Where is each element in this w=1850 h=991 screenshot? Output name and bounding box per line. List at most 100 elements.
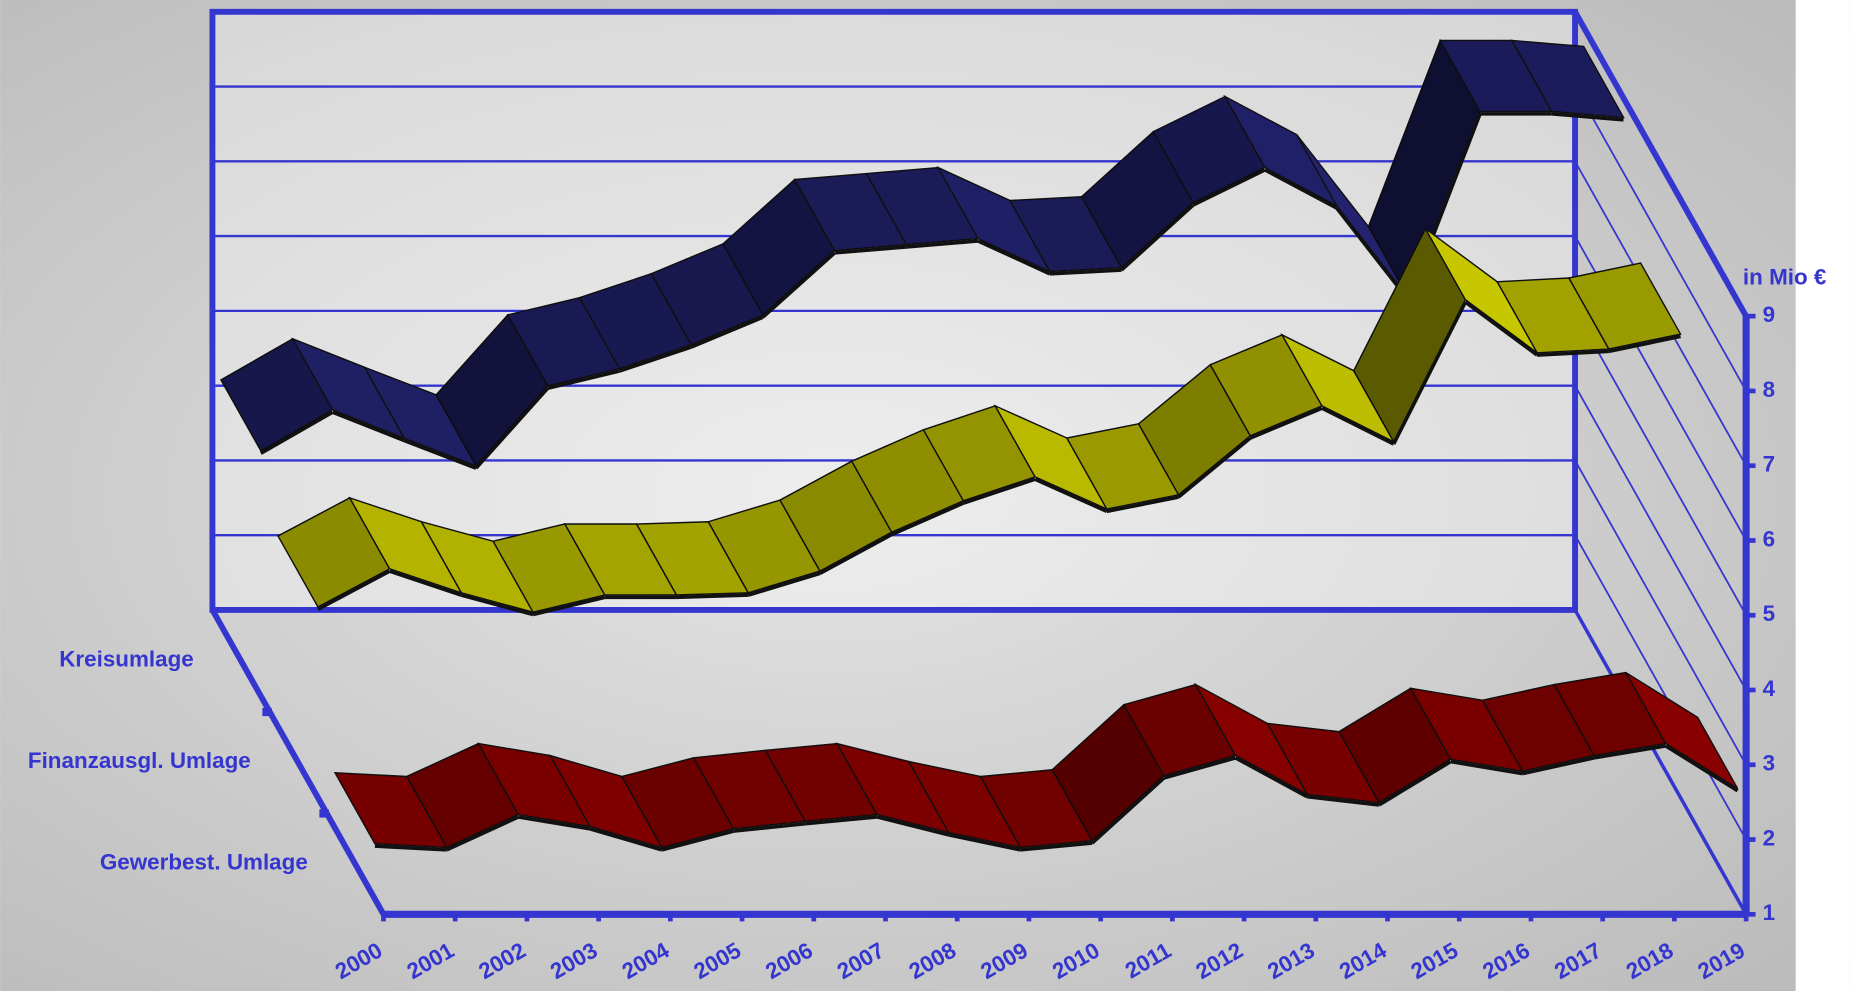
ribbon-edge	[1608, 334, 1681, 354]
ribbon-edge	[331, 410, 405, 443]
ribbon-shade	[1497, 278, 1609, 353]
side-grid-line	[1574, 534, 1747, 840]
ribbon-shade	[722, 179, 835, 315]
ribbon-shade	[277, 497, 390, 607]
ribbon-edge	[1192, 168, 1266, 207]
ribbon-edge	[676, 593, 749, 600]
ribbon-shade	[478, 743, 591, 827]
ribbon-edge	[1551, 112, 1624, 122]
ribbon-edge	[547, 369, 620, 390]
ribbon-shade	[421, 521, 534, 613]
y-tick-label: 4	[1763, 676, 1776, 701]
ribbon-edge	[589, 827, 663, 852]
ribbon-shade	[1511, 40, 1624, 118]
ribbon-shade	[1052, 704, 1164, 841]
ribbon-edge	[890, 501, 965, 537]
ribbon-shade	[1568, 263, 1681, 350]
side-grid-line	[1574, 385, 1747, 691]
y-tick-label: 6	[1763, 526, 1775, 551]
ribbon-shade	[1410, 688, 1523, 772]
ribbon-edge	[948, 833, 1021, 852]
y-axis-label: in Mio €	[1743, 264, 1827, 289]
ribbon-edge	[532, 595, 606, 617]
ribbon-edge	[518, 815, 591, 831]
ribbon-shade	[292, 338, 405, 439]
ribbon-shade	[693, 750, 806, 829]
ribbon-shade	[220, 338, 333, 451]
ribbon-edge	[661, 829, 734, 852]
ribbon-edge	[1234, 756, 1309, 799]
ribbon-shade	[550, 755, 662, 848]
ribbon-shade	[1195, 684, 1308, 795]
ribbon-shade	[579, 273, 692, 369]
ribbon-shade	[1554, 672, 1666, 756]
ribbon-edge	[977, 239, 1051, 276]
ribbon-edge	[1522, 756, 1595, 776]
y-tick-label: 5	[1763, 601, 1775, 626]
ribbon-edge	[618, 345, 692, 373]
ribbon-edge	[747, 571, 821, 597]
ribbon-shade	[1066, 423, 1179, 510]
margin	[1795, 0, 1850, 991]
ribbon-shade	[980, 769, 1093, 848]
ribbon-shade	[1225, 96, 1337, 206]
ribbon-edge	[1307, 795, 1380, 807]
ribbon-shade	[1353, 228, 1466, 442]
ribbon-edge	[834, 245, 907, 255]
ribbon-shade	[335, 772, 447, 848]
ribbon-shade	[780, 461, 892, 572]
ribbon-shade	[1282, 334, 1394, 442]
ribbon-edge	[1537, 349, 1609, 357]
side-grid-line	[1574, 86, 1747, 392]
ribbon-shade	[1138, 364, 1251, 495]
series-label: Gewerbest. Umlage	[100, 850, 308, 875]
ribbon-shade	[995, 405, 1107, 510]
ribbon-segment	[1510, 39, 1625, 119]
series	[277, 227, 1682, 617]
ribbon-shade	[1153, 96, 1265, 203]
ribbon-edge	[374, 844, 447, 852]
ribbon-edge	[1163, 756, 1237, 780]
ribbon-shade	[851, 429, 964, 533]
ribbon-edge	[906, 239, 979, 249]
ribbon-edge	[1593, 744, 1667, 760]
ribbon-edge	[317, 569, 391, 611]
ribbon-shade	[708, 500, 820, 593]
ribbon-edge	[761, 251, 836, 319]
ribbon-edge	[1020, 841, 1093, 852]
ribbon-edge	[1378, 760, 1452, 807]
ribbon-edge	[1034, 477, 1108, 514]
ribbon-edge	[474, 387, 550, 470]
plot	[220, 38, 1739, 852]
ribbon-edge	[445, 815, 520, 852]
ribbon-shade	[364, 367, 477, 466]
series	[220, 38, 1625, 470]
ribbon-shade	[938, 167, 1050, 272]
ribbon-shade	[1339, 688, 1451, 803]
side-grid-line	[1574, 310, 1747, 616]
ribbon-segment	[1625, 671, 1739, 790]
ribbon-edge	[1264, 168, 1338, 210]
y-tick-label: 8	[1763, 377, 1775, 402]
ribbon-edge	[460, 593, 534, 617]
ribbon-edge	[1177, 436, 1252, 499]
y-tick-label: 3	[1763, 751, 1775, 776]
ribbon-edge	[389, 569, 462, 597]
row-tick	[262, 707, 272, 717]
ribbon-shade	[1267, 723, 1379, 803]
ribbon-shade	[636, 521, 749, 596]
ribbon-edge	[260, 410, 334, 455]
ribbon-shade	[436, 314, 548, 466]
series-label: Finanzausgl. Umlage	[28, 748, 251, 773]
ribbon-shade	[837, 743, 949, 833]
y-tick-label: 1	[1763, 900, 1775, 925]
ribbon-edge	[1464, 300, 1539, 357]
ribbon-shade	[908, 761, 1021, 848]
ribbon-edge	[1090, 776, 1166, 845]
ribbon-shade	[651, 243, 763, 345]
ribbon-shade	[564, 523, 677, 596]
ribbon-edge	[1664, 744, 1739, 793]
ribbon-shade	[866, 167, 979, 245]
series	[333, 671, 1739, 852]
